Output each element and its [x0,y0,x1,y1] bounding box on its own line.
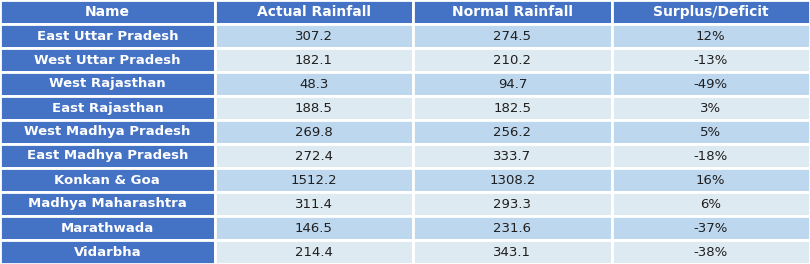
Bar [612,0,810,24]
Text: 333.7: 333.7 [493,149,531,163]
Text: Name: Name [85,5,130,19]
Text: -18%: -18% [693,149,728,163]
Text: 343.1: 343.1 [493,246,531,258]
Bar [0,240,215,264]
Bar [0,168,215,192]
Text: Vidarbha: Vidarbha [74,246,141,258]
Text: -13%: -13% [693,54,728,67]
Bar [612,168,810,192]
Bar [413,0,612,24]
Bar [612,144,810,168]
Text: Actual Rainfall: Actual Rainfall [257,5,371,19]
Text: 272.4: 272.4 [295,149,333,163]
Bar [612,96,810,120]
Bar [0,216,215,240]
Text: 311.4: 311.4 [295,197,333,210]
Bar [413,192,612,216]
Bar [215,0,413,24]
Text: 1308.2: 1308.2 [489,173,535,186]
Text: -37%: -37% [693,221,728,234]
Text: Normal Rainfall: Normal Rainfall [452,5,573,19]
Bar [0,120,215,144]
Bar [215,192,413,216]
Bar [413,168,612,192]
Bar [0,96,215,120]
Text: 182.1: 182.1 [295,54,333,67]
Text: 6%: 6% [701,197,721,210]
Text: 214.4: 214.4 [295,246,333,258]
Bar [215,96,413,120]
Text: 94.7: 94.7 [497,78,527,91]
Bar [215,144,413,168]
Text: West Rajasthan: West Rajasthan [49,78,165,91]
Bar [612,240,810,264]
Text: 3%: 3% [700,101,722,115]
Text: 210.2: 210.2 [493,54,531,67]
Bar [612,216,810,240]
Text: 12%: 12% [696,30,726,43]
Text: 231.6: 231.6 [493,221,531,234]
Text: Surplus/Deficit: Surplus/Deficit [653,5,769,19]
Text: East Madhya Pradesh: East Madhya Pradesh [27,149,188,163]
Bar [0,48,215,72]
Bar [215,48,413,72]
Text: 293.3: 293.3 [493,197,531,210]
Bar [215,24,413,48]
Bar [215,72,413,96]
Text: 5%: 5% [700,125,722,139]
Bar [612,72,810,96]
Text: Marathwada: Marathwada [61,221,154,234]
Bar [0,72,215,96]
Text: East Rajasthan: East Rajasthan [52,101,163,115]
Bar [413,216,612,240]
Text: 48.3: 48.3 [299,78,329,91]
Bar [215,120,413,144]
Bar [215,168,413,192]
Text: Konkan & Goa: Konkan & Goa [54,173,160,186]
Bar [413,120,612,144]
Bar [215,216,413,240]
Text: 274.5: 274.5 [493,30,531,43]
Text: -38%: -38% [693,246,728,258]
Text: 1512.2: 1512.2 [291,173,337,186]
Text: 256.2: 256.2 [493,125,531,139]
Bar [413,24,612,48]
Bar [0,144,215,168]
Bar [0,192,215,216]
Text: 16%: 16% [696,173,726,186]
Bar [612,48,810,72]
Bar [413,144,612,168]
Bar [0,24,215,48]
Text: West Uttar Pradesh: West Uttar Pradesh [34,54,181,67]
Bar [0,0,215,24]
Bar [612,24,810,48]
Bar [413,48,612,72]
Text: 307.2: 307.2 [295,30,333,43]
Text: Madhya Maharashtra: Madhya Maharashtra [28,197,186,210]
Text: 146.5: 146.5 [295,221,333,234]
Text: 269.8: 269.8 [295,125,333,139]
Bar [612,120,810,144]
Text: East Uttar Pradesh: East Uttar Pradesh [36,30,178,43]
Text: West Madhya Pradesh: West Madhya Pradesh [24,125,190,139]
Text: -49%: -49% [693,78,728,91]
Bar [413,96,612,120]
Text: 182.5: 182.5 [493,101,531,115]
Bar [612,192,810,216]
Bar [413,72,612,96]
Bar [215,240,413,264]
Text: 188.5: 188.5 [295,101,333,115]
Bar [413,240,612,264]
